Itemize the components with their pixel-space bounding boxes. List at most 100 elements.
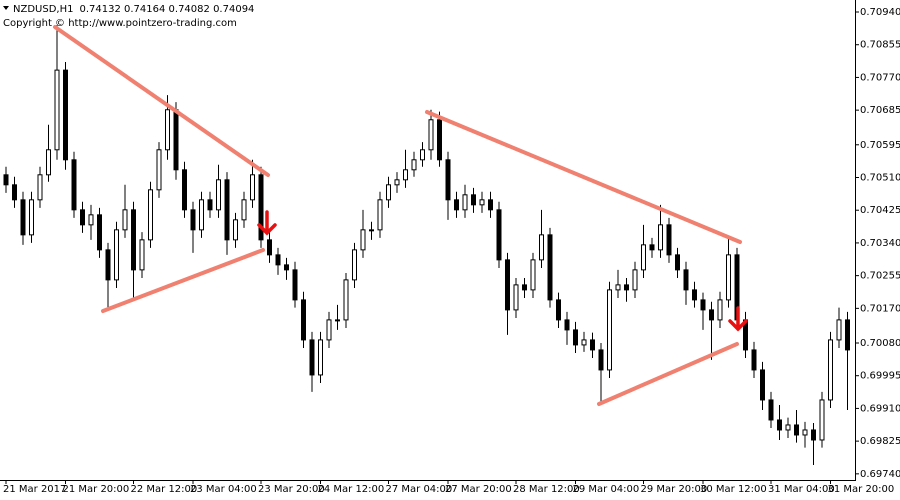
candle-body <box>20 199 26 236</box>
candle-body <box>649 244 655 251</box>
candle-body <box>598 349 604 371</box>
candle-body <box>343 279 349 321</box>
x-tick-label: 28 Mar 12:00 <box>513 484 580 495</box>
candle-body <box>828 339 833 401</box>
candle-body <box>377 199 383 231</box>
candle-body <box>156 149 162 191</box>
candle-body <box>335 319 340 322</box>
x-tick-label: 24 Mar 12:00 <box>318 484 385 495</box>
trendline <box>425 110 742 244</box>
candle-body <box>488 199 493 211</box>
x-tick-label: 22 Mar 12:00 <box>131 484 198 495</box>
signal-arrows <box>257 210 748 332</box>
candle-body <box>445 159 451 201</box>
candle-body <box>573 329 578 346</box>
candle-body <box>148 189 153 241</box>
candle-body <box>369 229 374 232</box>
y-tick-label: 0.70510 <box>860 172 900 183</box>
candle-body <box>97 214 102 251</box>
candle-body <box>624 284 629 291</box>
candle-body <box>700 299 706 311</box>
trendlines <box>53 25 742 406</box>
candle-body <box>539 234 544 261</box>
trendline <box>101 248 265 313</box>
candle-body <box>29 199 34 236</box>
y-tick-label: 0.70255 <box>860 271 900 282</box>
candle-body <box>190 209 196 231</box>
candle-body <box>309 339 315 376</box>
candle-body <box>63 69 68 161</box>
candle-body <box>37 174 43 201</box>
candle-body <box>182 169 187 211</box>
candle-body <box>394 179 400 186</box>
x-tick-label: 31 Mar 04:00 <box>768 484 835 495</box>
candle-body <box>267 239 272 256</box>
candle-body <box>683 269 689 291</box>
candle-body <box>360 229 366 251</box>
candle-body <box>318 339 323 376</box>
candle-body <box>80 209 85 226</box>
candle-body <box>12 184 17 201</box>
candle-body <box>819 399 825 441</box>
candle-body <box>709 309 714 321</box>
collapse-icon <box>3 6 9 10</box>
candle-body <box>250 174 255 201</box>
candle-body <box>632 269 638 291</box>
y-tick-label: 0.70940 <box>860 7 900 18</box>
candle-body <box>224 179 230 241</box>
x-tick-label: 23 Mar 20:00 <box>258 484 325 495</box>
candle-body <box>581 339 587 346</box>
candle-body <box>207 199 213 211</box>
y-tick-label: 0.70595 <box>860 140 900 151</box>
candle-body <box>199 199 204 231</box>
candle-body <box>46 149 51 176</box>
y-tick-label: 0.70425 <box>860 205 900 216</box>
arrow <box>257 210 277 236</box>
y-tick-label: 0.69825 <box>860 436 900 447</box>
candle-body <box>420 149 425 161</box>
x-tick-label: 27 Mar 20:00 <box>445 484 512 495</box>
trendline <box>53 25 270 177</box>
candle-body <box>3 174 9 186</box>
candle-body <box>505 259 510 311</box>
copyright: Copyright © http://www.pointzero-trading… <box>3 18 237 29</box>
chart-title: NZDUSD,H1 <box>13 4 73 15</box>
candle-body <box>760 369 765 401</box>
candle-body <box>751 349 757 371</box>
x-tick-label: 31 Mar 20:00 <box>828 484 895 495</box>
y-tick-label: 0.70855 <box>860 40 900 51</box>
candle-body <box>794 424 799 436</box>
candle-body <box>564 319 570 331</box>
candle-body <box>785 424 791 431</box>
y-tick-label: 0.69910 <box>860 403 900 414</box>
x-tick-label: 30 Mar 12:00 <box>700 484 767 495</box>
candle-body <box>352 249 357 281</box>
trendline <box>597 342 739 406</box>
candle-body <box>590 339 595 351</box>
candle-body <box>241 199 247 221</box>
candle-body <box>675 254 680 271</box>
candle-body <box>726 254 731 301</box>
candle-body <box>301 299 306 341</box>
candles <box>3 25 850 465</box>
candle-body <box>692 289 697 301</box>
candle-body <box>836 319 842 341</box>
candle-body <box>165 109 170 151</box>
y-tick-label: 0.70685 <box>860 105 900 116</box>
candle-body <box>173 109 179 171</box>
candle-body <box>768 399 774 421</box>
candle-body <box>845 319 850 351</box>
candle-body <box>777 419 782 431</box>
y-tick-label: 0.70080 <box>860 338 900 349</box>
candle-body <box>607 289 612 371</box>
candle-body <box>88 214 94 226</box>
candle-body <box>54 69 60 151</box>
candle-body <box>411 159 417 171</box>
candle-body <box>403 169 408 181</box>
candle-body <box>717 299 723 321</box>
candle-body <box>641 244 646 271</box>
candle-body <box>496 209 502 261</box>
y-tick-label: 0.69995 <box>860 371 900 382</box>
